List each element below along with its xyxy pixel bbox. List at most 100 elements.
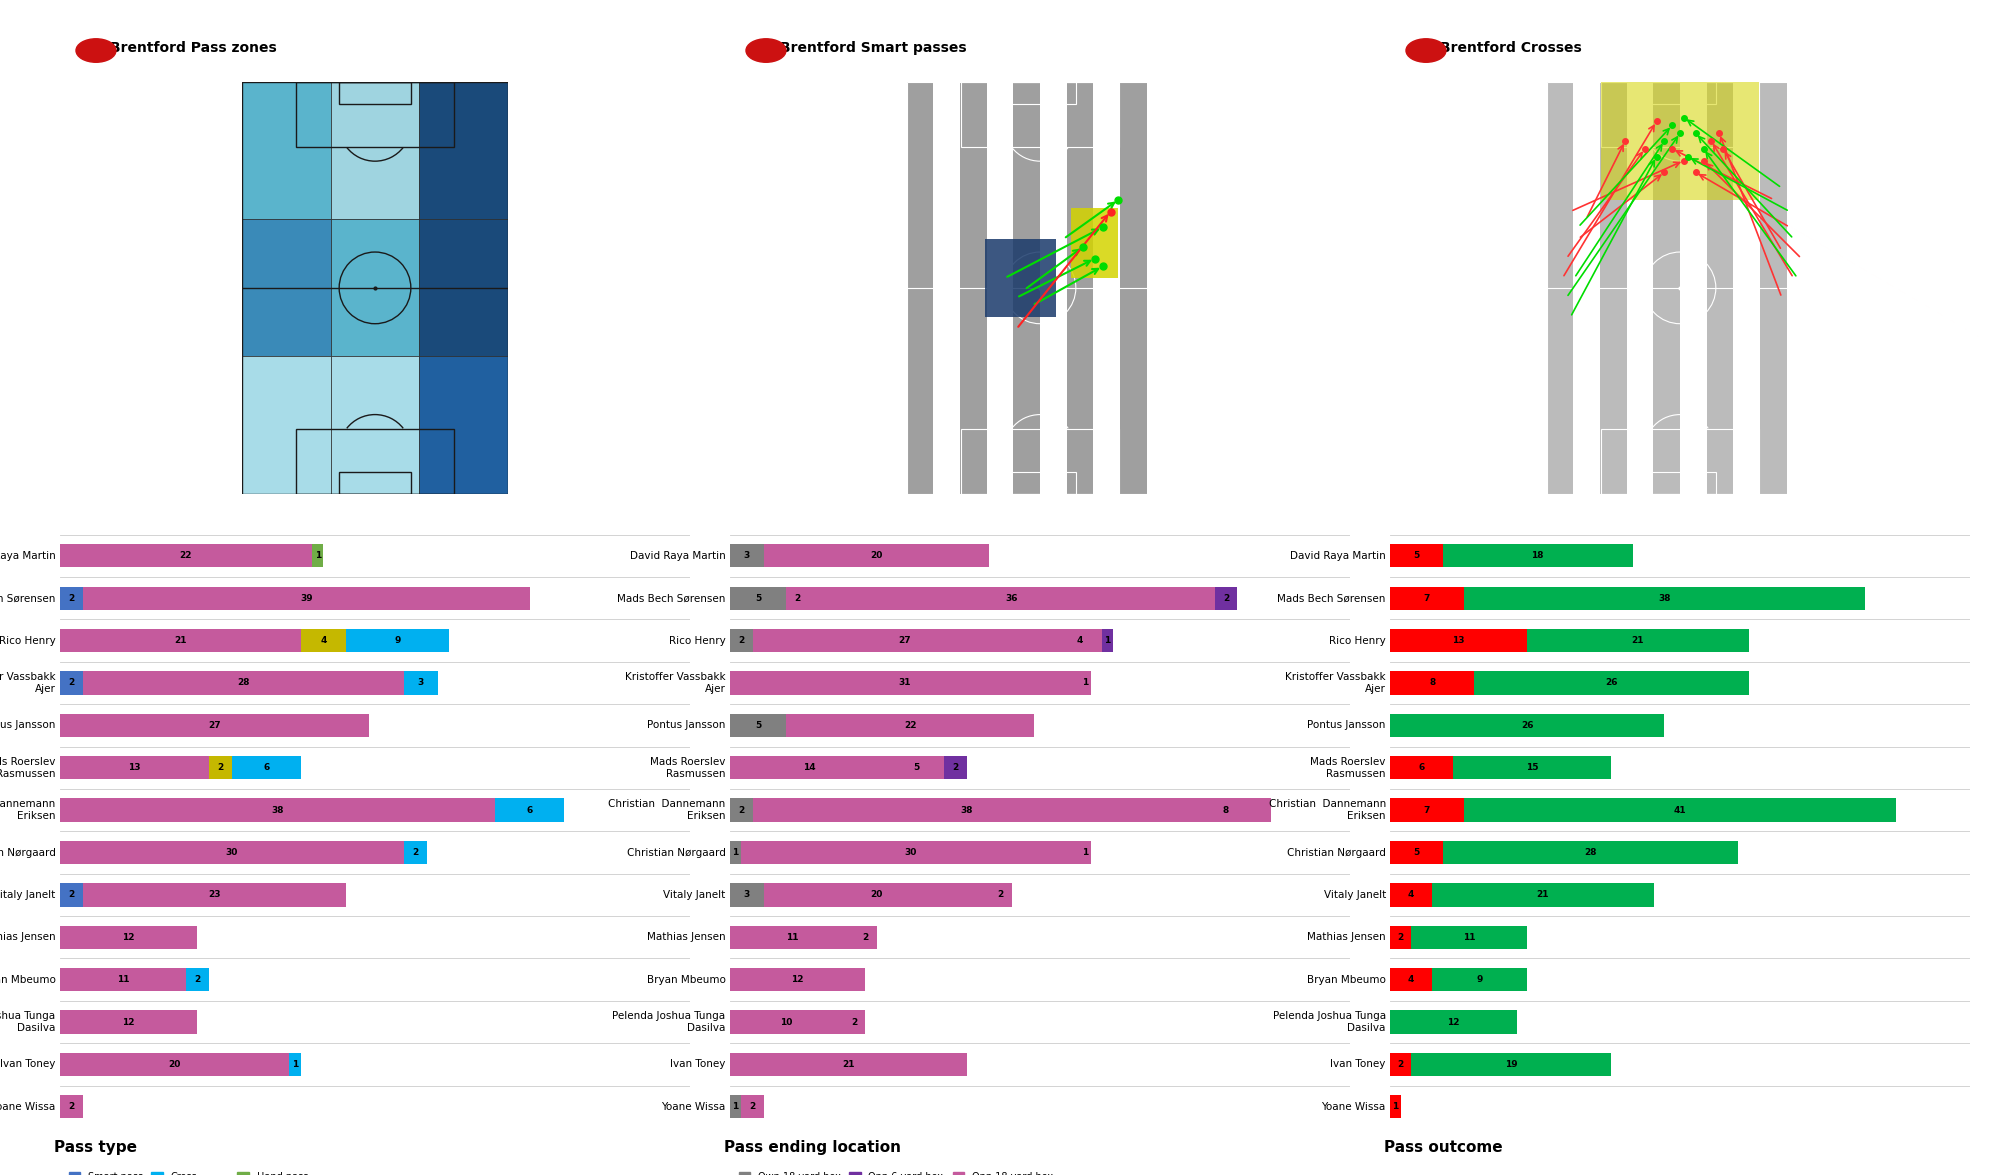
Text: 4: 4 bbox=[1076, 636, 1082, 645]
Text: Pontus Jansson: Pontus Jansson bbox=[1308, 720, 1386, 731]
Bar bbox=[944, 756, 966, 779]
Bar bbox=[1654, 82, 1680, 494]
Text: 2: 2 bbox=[738, 806, 744, 814]
Bar bbox=[60, 799, 496, 821]
Text: Pontus Jansson: Pontus Jansson bbox=[0, 720, 56, 731]
Text: 2: 2 bbox=[68, 1102, 74, 1112]
Bar bbox=[730, 1053, 966, 1076]
Bar bbox=[60, 756, 208, 779]
Text: 15: 15 bbox=[1526, 764, 1538, 772]
Text: 21: 21 bbox=[174, 636, 186, 645]
Text: 21: 21 bbox=[1536, 891, 1550, 899]
Text: 8: 8 bbox=[1430, 678, 1436, 687]
Bar bbox=[1474, 671, 1748, 694]
Bar bbox=[60, 968, 186, 992]
Bar bbox=[60, 586, 82, 610]
Text: 14: 14 bbox=[802, 764, 816, 772]
Text: Yoane Wissa: Yoane Wissa bbox=[0, 1102, 56, 1112]
Bar bbox=[1602, 429, 1758, 494]
Text: Vitaly Janelt: Vitaly Janelt bbox=[0, 889, 56, 900]
Bar bbox=[1644, 472, 1716, 494]
Text: Mathias Jensen: Mathias Jensen bbox=[646, 932, 726, 942]
Text: 2: 2 bbox=[794, 593, 800, 603]
Text: 2: 2 bbox=[998, 891, 1004, 899]
Text: Bryan Mbeumo: Bryan Mbeumo bbox=[0, 974, 56, 985]
Text: Brentford Crosses: Brentford Crosses bbox=[1440, 41, 1582, 55]
Text: 5: 5 bbox=[1414, 551, 1420, 560]
Bar bbox=[330, 82, 420, 220]
Bar bbox=[854, 926, 876, 949]
Bar bbox=[82, 671, 404, 694]
Text: 13: 13 bbox=[128, 764, 140, 772]
Text: Yoane Wissa: Yoane Wissa bbox=[662, 1102, 726, 1112]
Text: 2: 2 bbox=[218, 764, 224, 772]
Text: 20: 20 bbox=[870, 551, 882, 560]
Text: 6: 6 bbox=[264, 764, 270, 772]
Legend: Own 18 yard box, Outside of box, Opp 6 yard box, Own 6 yard box, Opp 18 yard box: Own 18 yard box, Outside of box, Opp 6 y… bbox=[734, 1168, 1058, 1175]
Text: 31: 31 bbox=[898, 678, 910, 687]
Bar bbox=[764, 544, 990, 568]
Text: Christian Nørgaard: Christian Nørgaard bbox=[0, 847, 56, 858]
Bar bbox=[60, 544, 312, 568]
Text: 22: 22 bbox=[904, 720, 916, 730]
Bar bbox=[496, 799, 564, 821]
Bar bbox=[906, 82, 934, 494]
Bar bbox=[404, 671, 438, 694]
Text: 18: 18 bbox=[1532, 551, 1544, 560]
Text: 2: 2 bbox=[412, 848, 418, 857]
Bar bbox=[186, 968, 208, 992]
Text: 38: 38 bbox=[272, 806, 284, 814]
Text: Brentford Pass zones: Brentford Pass zones bbox=[110, 41, 276, 55]
Bar bbox=[1004, 472, 1076, 494]
Text: 2: 2 bbox=[1398, 933, 1404, 942]
Text: 2: 2 bbox=[750, 1102, 756, 1112]
Bar bbox=[1602, 82, 1758, 200]
Bar bbox=[730, 629, 752, 652]
Text: Christian  Dannemann
Eriksen: Christian Dannemann Eriksen bbox=[608, 799, 726, 821]
Bar bbox=[290, 1053, 300, 1076]
Bar bbox=[1528, 629, 1748, 652]
Bar bbox=[742, 841, 1080, 864]
Text: 3: 3 bbox=[418, 678, 424, 687]
Bar bbox=[990, 884, 1012, 907]
Bar bbox=[1546, 82, 1574, 494]
Bar bbox=[1390, 713, 1664, 737]
Bar bbox=[60, 1010, 198, 1034]
Bar bbox=[888, 756, 944, 779]
Text: 4: 4 bbox=[320, 636, 326, 645]
Text: 2: 2 bbox=[68, 593, 74, 603]
Bar bbox=[330, 356, 420, 494]
Bar bbox=[1214, 586, 1238, 610]
Legend: Smart pass, Head pass, Cross, Simple pass, Hand pass: Smart pass, Head pass, Cross, Simple pas… bbox=[64, 1168, 312, 1175]
Bar bbox=[1102, 629, 1114, 652]
Bar bbox=[330, 220, 420, 356]
Text: 13: 13 bbox=[1452, 636, 1464, 645]
Text: Brentford Smart passes: Brentford Smart passes bbox=[780, 41, 966, 55]
Text: Mads Bech Sørensen: Mads Bech Sørensen bbox=[1278, 593, 1386, 603]
Bar bbox=[1390, 841, 1442, 864]
Text: Ivan Toney: Ivan Toney bbox=[670, 1060, 726, 1069]
Text: 2: 2 bbox=[1398, 1060, 1404, 1069]
Text: 19: 19 bbox=[1504, 1060, 1518, 1069]
Bar bbox=[60, 713, 370, 737]
Bar bbox=[60, 629, 300, 652]
Text: Kristoffer Vassbakk
Ajer: Kristoffer Vassbakk Ajer bbox=[624, 672, 726, 693]
Bar bbox=[1454, 756, 1612, 779]
Text: 30: 30 bbox=[226, 848, 238, 857]
Bar bbox=[60, 1053, 290, 1076]
Text: 1: 1 bbox=[1082, 848, 1088, 857]
Bar bbox=[1390, 799, 1464, 821]
Text: 28: 28 bbox=[238, 678, 250, 687]
Bar bbox=[1442, 841, 1738, 864]
Bar bbox=[1600, 82, 1626, 494]
Text: 1: 1 bbox=[1392, 1102, 1398, 1112]
Bar bbox=[242, 220, 330, 356]
Bar bbox=[730, 756, 888, 779]
Bar bbox=[1390, 586, 1464, 610]
Text: 1: 1 bbox=[314, 551, 320, 560]
Bar bbox=[60, 671, 82, 694]
Text: Pelenda Joshua Tunga
Dasilva: Pelenda Joshua Tunga Dasilva bbox=[0, 1012, 56, 1033]
Text: Pelenda Joshua Tunga
Dasilva: Pelenda Joshua Tunga Dasilva bbox=[612, 1012, 726, 1033]
Bar bbox=[1706, 82, 1734, 494]
Bar bbox=[404, 841, 426, 864]
